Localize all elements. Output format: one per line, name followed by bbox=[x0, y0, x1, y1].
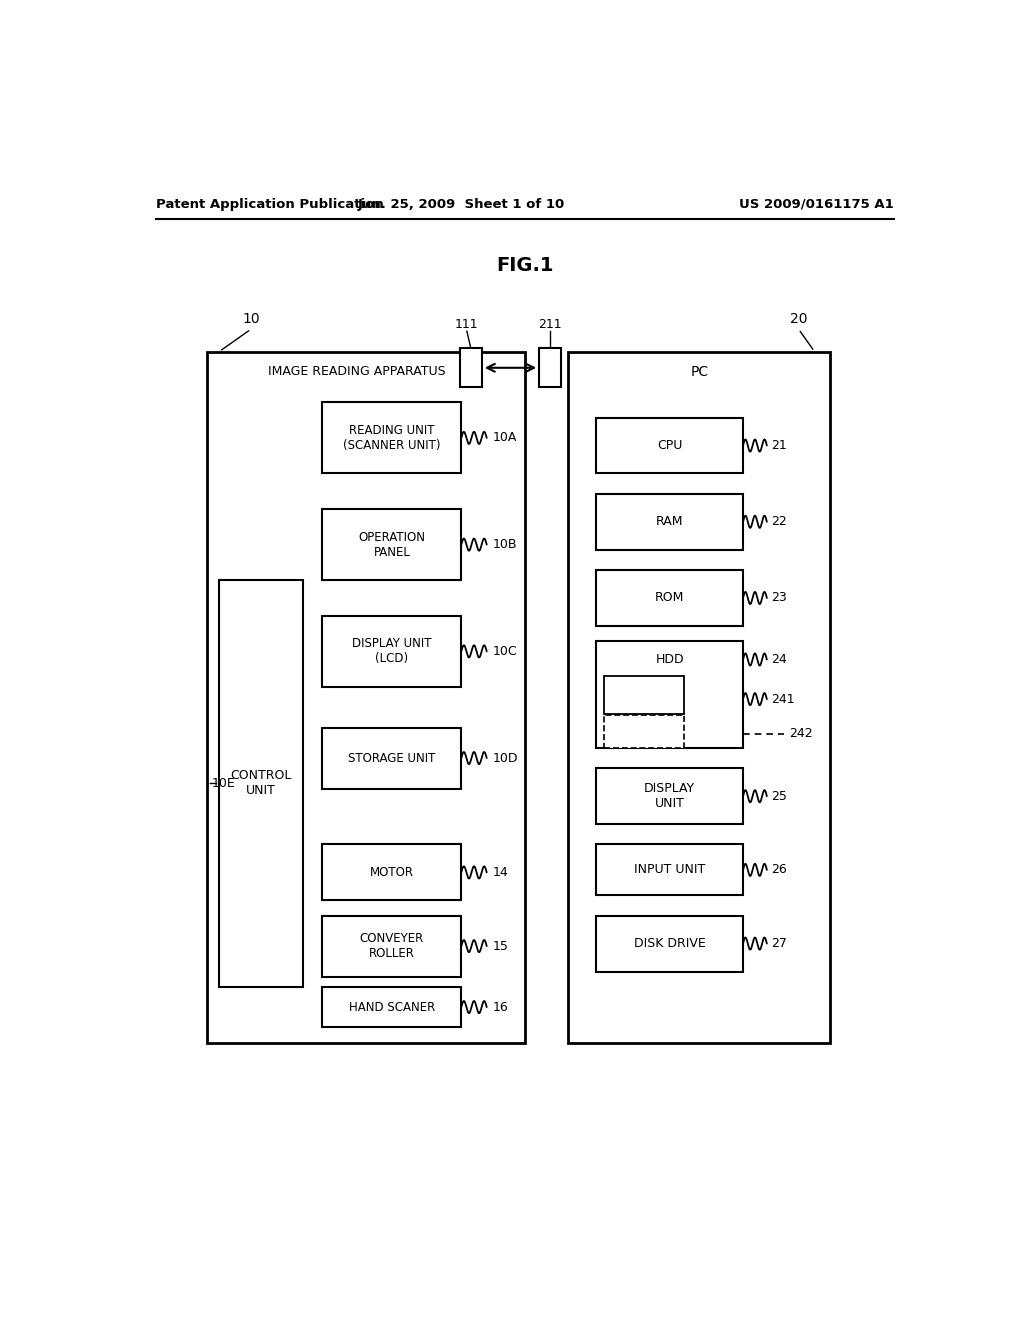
Text: Patent Application Publication: Patent Application Publication bbox=[156, 198, 384, 211]
Bar bbox=[596, 768, 743, 824]
Bar bbox=[323, 727, 461, 788]
Text: IMAGE READING APPARATUS: IMAGE READING APPARATUS bbox=[267, 366, 445, 379]
Text: DISK DRIVE: DISK DRIVE bbox=[634, 937, 706, 950]
Bar bbox=[604, 715, 684, 748]
Text: INPUT UNIT: INPUT UNIT bbox=[634, 863, 706, 876]
Text: READING UNIT
(SCANNER UNIT): READING UNIT (SCANNER UNIT) bbox=[343, 424, 440, 451]
Text: 241: 241 bbox=[772, 693, 796, 706]
Text: OPERATION
PANEL: OPERATION PANEL bbox=[358, 531, 425, 558]
Text: 10C: 10C bbox=[493, 645, 517, 657]
Bar bbox=[596, 570, 743, 626]
Text: 10: 10 bbox=[243, 312, 260, 326]
Text: 15: 15 bbox=[493, 940, 508, 953]
Text: 27: 27 bbox=[772, 937, 787, 950]
Text: 21: 21 bbox=[772, 440, 787, 451]
Text: 10A: 10A bbox=[493, 432, 517, 445]
Bar bbox=[596, 494, 743, 549]
Text: 10E: 10E bbox=[211, 777, 236, 789]
Text: 24: 24 bbox=[772, 653, 787, 667]
Text: 242: 242 bbox=[790, 727, 813, 741]
Text: 111: 111 bbox=[455, 318, 478, 331]
Text: DISPLAY
UNIT: DISPLAY UNIT bbox=[644, 783, 695, 810]
Bar bbox=[207, 351, 525, 1043]
Text: STORAGE UNIT: STORAGE UNIT bbox=[348, 751, 435, 764]
Text: 14: 14 bbox=[493, 866, 508, 879]
Text: MOTOR: MOTOR bbox=[370, 866, 414, 879]
Bar bbox=[460, 348, 482, 387]
Bar bbox=[596, 916, 743, 972]
Text: 23: 23 bbox=[772, 591, 787, 605]
Bar bbox=[323, 845, 461, 900]
Text: 10B: 10B bbox=[493, 539, 517, 552]
Text: FIG.1: FIG.1 bbox=[496, 256, 554, 275]
Text: 25: 25 bbox=[772, 789, 787, 803]
Text: HDD: HDD bbox=[655, 653, 684, 667]
Text: US 2009/0161175 A1: US 2009/0161175 A1 bbox=[739, 198, 894, 211]
Text: ROM: ROM bbox=[655, 591, 684, 605]
Bar bbox=[323, 987, 461, 1027]
Bar bbox=[323, 510, 461, 581]
Text: 16: 16 bbox=[493, 1001, 508, 1014]
Text: 26: 26 bbox=[772, 863, 787, 876]
Bar bbox=[604, 676, 684, 714]
Text: 211: 211 bbox=[539, 318, 562, 331]
Text: 20: 20 bbox=[790, 312, 807, 326]
Bar bbox=[539, 348, 561, 387]
Text: HAND SCANER: HAND SCANER bbox=[349, 1001, 435, 1014]
Bar bbox=[568, 351, 830, 1043]
Text: CPU: CPU bbox=[657, 440, 682, 451]
Bar bbox=[323, 615, 461, 686]
Text: PC: PC bbox=[690, 364, 709, 379]
Text: RAM: RAM bbox=[656, 515, 683, 528]
Text: DISPLAY UNIT
(LCD): DISPLAY UNIT (LCD) bbox=[352, 638, 432, 665]
Text: CONTROL
UNIT: CONTROL UNIT bbox=[230, 770, 292, 797]
Text: Jun. 25, 2009  Sheet 1 of 10: Jun. 25, 2009 Sheet 1 of 10 bbox=[357, 198, 565, 211]
Bar bbox=[596, 642, 743, 748]
Bar bbox=[323, 916, 461, 977]
Bar bbox=[596, 417, 743, 474]
Bar bbox=[219, 581, 303, 987]
Bar bbox=[323, 403, 461, 474]
Text: 22: 22 bbox=[772, 515, 787, 528]
Text: CONVEYER
ROLLER: CONVEYER ROLLER bbox=[359, 932, 424, 960]
Text: 10D: 10D bbox=[493, 751, 518, 764]
Bar bbox=[596, 845, 743, 895]
